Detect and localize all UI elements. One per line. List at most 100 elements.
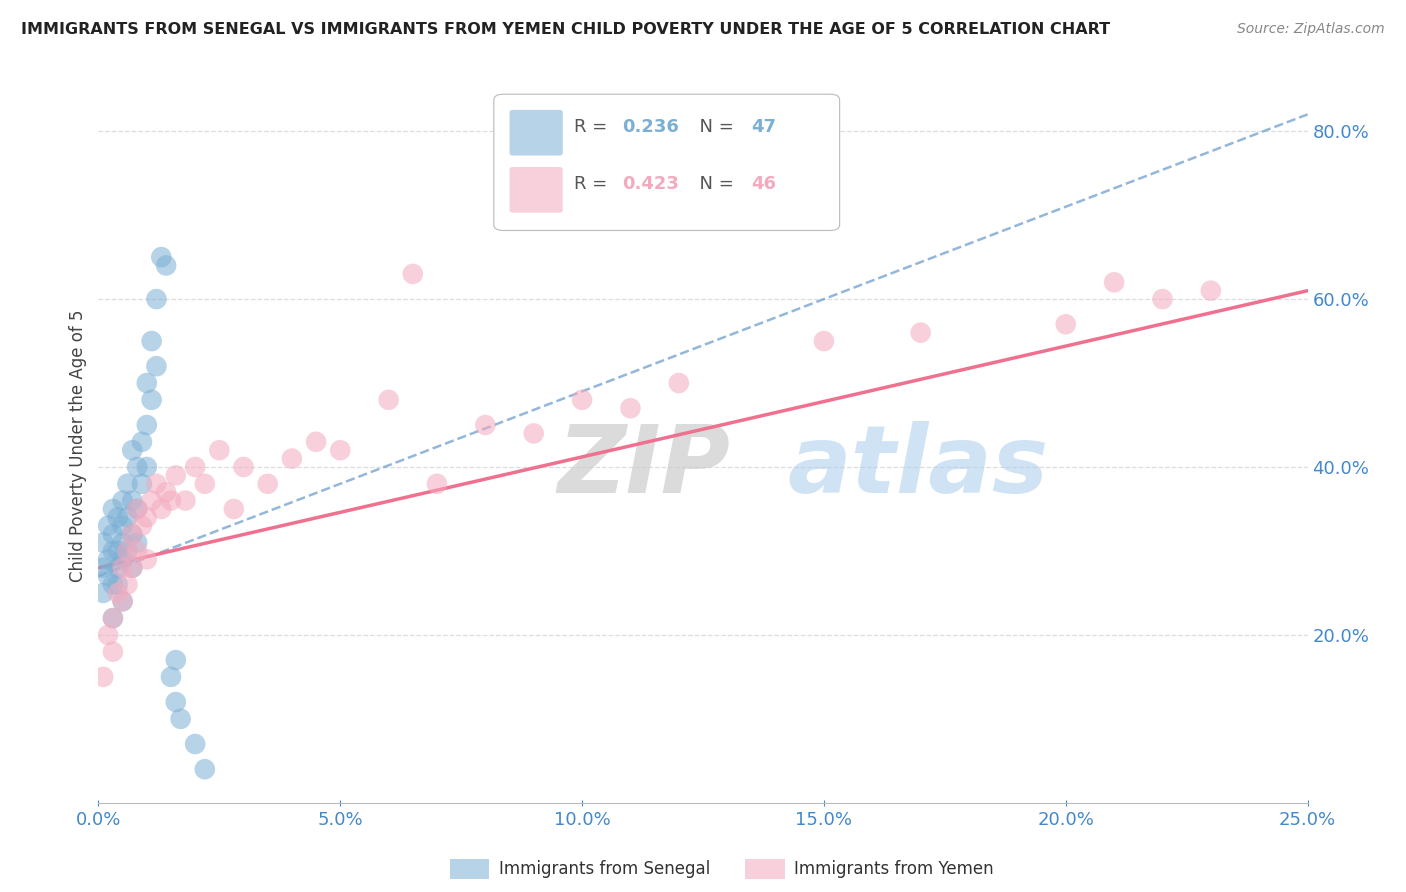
- Point: [131, 518, 153, 533]
- Point: [101, 502, 124, 516]
- Point: [121, 560, 143, 574]
- Point: [97, 518, 120, 533]
- Point: [127, 460, 149, 475]
- Point: [131, 434, 153, 449]
- Point: [1199, 284, 1222, 298]
- Point: [111, 518, 134, 533]
- Point: [426, 476, 449, 491]
- Point: [619, 401, 641, 416]
- Text: Immigrants from Yemen: Immigrants from Yemen: [794, 860, 994, 878]
- Point: [141, 392, 163, 407]
- Point: [121, 493, 143, 508]
- Point: [155, 259, 177, 273]
- Point: [256, 476, 278, 491]
- Point: [97, 628, 120, 642]
- Point: [402, 267, 425, 281]
- Text: atlas: atlas: [787, 421, 1049, 514]
- Point: [111, 535, 134, 549]
- Point: [571, 392, 593, 407]
- Point: [101, 577, 124, 591]
- Text: IMMIGRANTS FROM SENEGAL VS IMMIGRANTS FROM YEMEN CHILD POVERTY UNDER THE AGE OF : IMMIGRANTS FROM SENEGAL VS IMMIGRANTS FR…: [21, 22, 1111, 37]
- Point: [305, 434, 328, 449]
- Point: [107, 560, 129, 574]
- Point: [135, 417, 157, 432]
- Point: [117, 544, 139, 558]
- Point: [135, 552, 157, 566]
- Point: [107, 544, 129, 558]
- Point: [111, 594, 134, 608]
- Point: [111, 493, 134, 508]
- Point: [160, 670, 183, 684]
- Text: Source: ZipAtlas.com: Source: ZipAtlas.com: [1237, 22, 1385, 37]
- Point: [329, 443, 352, 458]
- Point: [165, 695, 187, 709]
- Point: [97, 552, 120, 566]
- Point: [107, 577, 129, 591]
- Point: [91, 586, 114, 600]
- Point: [127, 502, 149, 516]
- Point: [111, 594, 134, 608]
- Point: [194, 762, 217, 776]
- FancyBboxPatch shape: [494, 95, 839, 230]
- Text: ZIP: ZIP: [558, 421, 731, 514]
- Text: R =: R =: [574, 175, 613, 193]
- Point: [165, 468, 187, 483]
- Point: [121, 527, 143, 541]
- Point: [1102, 275, 1125, 289]
- Y-axis label: Child Poverty Under the Age of 5: Child Poverty Under the Age of 5: [69, 310, 87, 582]
- Point: [523, 426, 546, 441]
- Point: [97, 569, 120, 583]
- Point: [101, 645, 124, 659]
- Point: [141, 493, 163, 508]
- Point: [208, 443, 231, 458]
- Point: [194, 476, 217, 491]
- Point: [135, 460, 157, 475]
- Point: [107, 510, 129, 524]
- Point: [117, 510, 139, 524]
- Point: [155, 485, 177, 500]
- Point: [141, 334, 163, 348]
- Point: [150, 502, 173, 516]
- Point: [1152, 292, 1174, 306]
- Text: 47: 47: [751, 118, 776, 136]
- Point: [474, 417, 496, 432]
- Point: [165, 653, 187, 667]
- Text: 0.423: 0.423: [621, 175, 679, 193]
- Point: [131, 476, 153, 491]
- Text: 0.236: 0.236: [621, 118, 679, 136]
- Point: [222, 502, 245, 516]
- Point: [117, 476, 139, 491]
- Text: N =: N =: [689, 118, 740, 136]
- Point: [127, 502, 149, 516]
- Point: [184, 460, 207, 475]
- Text: 46: 46: [751, 175, 776, 193]
- Point: [377, 392, 399, 407]
- Point: [135, 510, 157, 524]
- Point: [91, 670, 114, 684]
- Point: [91, 535, 114, 549]
- Point: [174, 493, 197, 508]
- Point: [813, 334, 835, 348]
- Point: [117, 544, 139, 558]
- Point: [121, 527, 143, 541]
- Point: [127, 544, 149, 558]
- Point: [135, 376, 157, 390]
- Point: [150, 250, 173, 264]
- Point: [1054, 318, 1077, 332]
- Point: [910, 326, 932, 340]
- Point: [145, 359, 167, 374]
- Point: [101, 611, 124, 625]
- Point: [668, 376, 690, 390]
- Point: [232, 460, 254, 475]
- Point: [111, 560, 134, 574]
- Point: [121, 560, 143, 574]
- Point: [121, 443, 143, 458]
- Text: N =: N =: [689, 175, 740, 193]
- Point: [145, 292, 167, 306]
- Point: [91, 560, 114, 574]
- Point: [101, 527, 124, 541]
- Point: [169, 712, 191, 726]
- Text: R =: R =: [574, 118, 613, 136]
- Point: [117, 577, 139, 591]
- Point: [107, 586, 129, 600]
